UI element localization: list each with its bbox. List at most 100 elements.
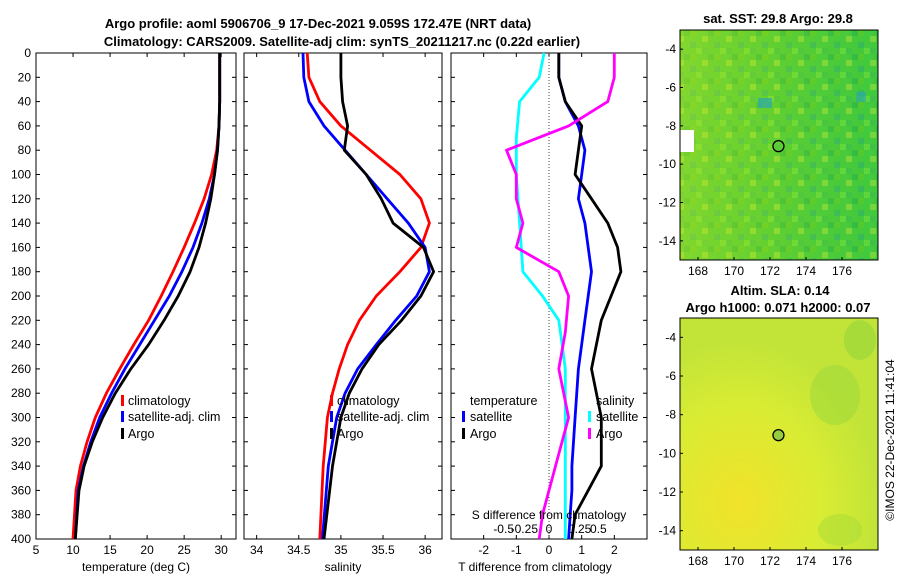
map-x-tick-label: 170 <box>724 264 744 278</box>
depth-tick-label: 300 <box>11 411 31 425</box>
temperature-legend: climatology satellite-adj. clim Argo <box>121 394 220 441</box>
depth-tick-label: 220 <box>11 313 31 327</box>
temperature-profiles <box>71 53 222 540</box>
difference-legend: temperature satellite Argo salinity sate… <box>462 394 638 441</box>
profile-line-salinity-argo <box>505 53 616 540</box>
temperature-panel-frame <box>35 52 237 540</box>
depth-tick-label: 120 <box>11 192 31 206</box>
depth-tick-label: 0 <box>24 46 31 60</box>
depth-tick-label: 160 <box>11 240 31 254</box>
x-tick-label: 35 <box>334 543 348 557</box>
depth-tick-label: 40 <box>18 95 32 109</box>
depth-tick-label: 140 <box>11 216 31 230</box>
depth-tick-label: 80 <box>18 143 32 157</box>
x-tick-label: 1 <box>578 543 585 557</box>
legend-label-temperature-satellite: satellite <box>470 410 512 424</box>
difference-xlabel: T difference from climatology <box>458 560 612 574</box>
sst-map-frame <box>679 29 879 261</box>
legend-label-climatology: climatology <box>128 394 191 408</box>
figure-title-line2: Climatology: CARS2009. Satellite-adj cli… <box>104 34 580 49</box>
profile-line-argo <box>73 53 222 540</box>
sst-map-title: sat. SST: 29.8 Argo: 29.8 <box>703 11 853 26</box>
x-tick-label: 15 <box>103 543 117 557</box>
depth-tick-label: 340 <box>11 459 31 473</box>
x-tick-label: -1 <box>511 543 522 557</box>
legend-swatch-climatology <box>330 395 333 406</box>
sst-argo-position-marker <box>772 139 785 153</box>
top-tick-label: 0.5 <box>590 522 607 536</box>
x-tick-label: 5 <box>33 543 40 557</box>
map-y-tick-label: -10 <box>659 446 677 460</box>
legend-title-temperature: temperature <box>470 394 537 408</box>
difference-top-label: S difference from climatology <box>472 508 627 522</box>
legend-label-argo: Argo <box>128 427 154 441</box>
sla-low-patch <box>818 514 862 546</box>
map-y-tick-label: -8 <box>665 119 676 133</box>
map-x-tick-label: 168 <box>688 554 708 568</box>
depth-tick-label: 100 <box>11 168 31 182</box>
depth-tick-label: 240 <box>11 338 31 352</box>
x-tick-label: 35.5 <box>371 543 395 557</box>
map-y-tick-label: -4 <box>665 42 676 56</box>
sst-map: 168 170 172 174 176 -4 -6 -8 -10 -12 -14 <box>659 29 879 278</box>
map-x-tick-label: 174 <box>796 264 816 278</box>
map-y-tick-label: -14 <box>659 524 677 538</box>
x-tick-label: 34.5 <box>287 543 311 557</box>
sla-map-axes: 168 170 172 174 176 -4 -6 -8 -10 -12 -14 <box>659 330 853 568</box>
sla-low-patch <box>844 320 876 360</box>
map-x-tick-label: 174 <box>796 554 816 568</box>
legend-title-salinity: salinity <box>596 394 635 408</box>
temperature-xlabel: temperature (deg C) <box>82 560 190 574</box>
legend-swatch-salinity-argo <box>588 428 591 439</box>
x-tick-label: 34 <box>250 543 264 557</box>
depth-tick-label: 360 <box>11 483 31 497</box>
map-x-tick-label: 176 <box>832 264 852 278</box>
salinity-xlabel: salinity <box>325 560 362 574</box>
legend-swatch-temperature-argo <box>462 428 465 439</box>
map-y-tick-label: -14 <box>659 234 677 248</box>
depth-tick-label: 260 <box>11 362 31 376</box>
top-tick-label: 0 <box>546 522 553 536</box>
x-tick-label: 10 <box>66 543 80 557</box>
map-y-tick-label: -6 <box>665 369 676 383</box>
legend-swatch-argo <box>330 428 333 439</box>
x-tick-label: 36 <box>418 543 432 557</box>
sla-argo-position-marker <box>772 429 785 442</box>
salinity-panel-frame <box>243 52 443 540</box>
legend-swatch-salinity-satellite <box>588 411 591 422</box>
top-tick-label: -0.5 <box>493 522 514 536</box>
profile-line-salinity-satellite <box>514 52 567 539</box>
depth-tick-label: 200 <box>11 289 31 303</box>
depth-tick-label: 320 <box>11 435 31 449</box>
sst-field-shading <box>680 30 878 260</box>
depth-tick-label: 400 <box>11 532 31 546</box>
depth-tick-label: 20 <box>18 70 32 84</box>
legend-label-satellite: satellite-adj. clim <box>337 410 429 424</box>
legend-label-climatology: climatology <box>337 394 400 408</box>
map-x-tick-label: 176 <box>832 554 852 568</box>
legend-label-satellite: satellite-adj. clim <box>128 410 220 424</box>
depth-axis: 0 20 40 60 80 100 120 140 160 180 200 220 240 260 280 3… <box>11 46 647 546</box>
sst-missing-data <box>680 130 694 152</box>
map-x-tick-label: 170 <box>724 554 744 568</box>
legend-swatch-climatology <box>121 395 124 406</box>
x-tick-label: 0 <box>546 543 553 557</box>
sla-low-patch <box>810 365 860 425</box>
legend-label-temperature-argo: Argo <box>470 427 496 441</box>
map-x-tick-label: 172 <box>760 554 780 568</box>
map-y-tick-label: -6 <box>665 81 676 95</box>
map-x-tick-label: 172 <box>760 264 780 278</box>
depth-tick-label: 280 <box>11 386 31 400</box>
map-y-tick-label: -12 <box>659 196 677 210</box>
legend-swatch-argo <box>121 428 124 439</box>
x-tick-label: 25 <box>177 543 191 557</box>
sla-map-title: Altim. SLA: 0.14 <box>731 283 831 298</box>
legend-label-salinity-argo: Argo <box>596 427 622 441</box>
x-tick-label: 20 <box>140 543 154 557</box>
legend-label-salinity-satellite: satellite <box>596 410 638 424</box>
credit-text: ©IMOS 22-Dec-2021 11:41:04 <box>883 359 897 521</box>
figure-title-line1: Argo profile: aoml 5906706_9 17-Dec-2021… <box>105 16 531 31</box>
sla-map-subtitle: Argo h1000: 0.071 h2000: 0.07 <box>686 300 871 315</box>
difference-profiles <box>505 52 623 540</box>
